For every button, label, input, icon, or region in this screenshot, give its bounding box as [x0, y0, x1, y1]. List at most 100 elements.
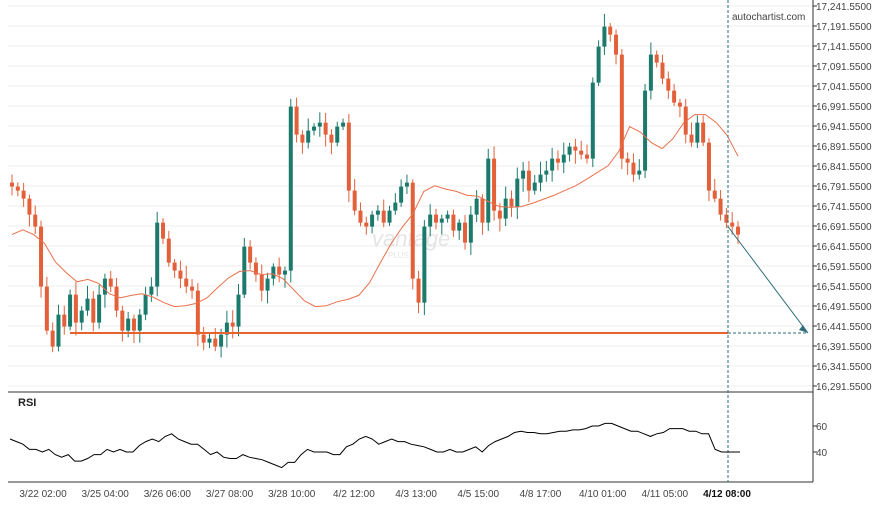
- candle-body: [288, 106, 293, 271]
- candle-body: [695, 122, 700, 143]
- price-tick-label: 17,241.5500: [816, 2, 872, 13]
- time-tick-label: 3/25 04:00: [82, 489, 130, 500]
- candle-body: [660, 62, 665, 79]
- candle-body: [85, 298, 90, 311]
- price-tick-label: 16,441.5500: [816, 322, 872, 333]
- forecast-arrow-head: [799, 325, 808, 334]
- candle-body: [114, 286, 119, 311]
- candle-body: [172, 262, 177, 271]
- candle-body: [428, 214, 433, 227]
- candle-body: [323, 122, 328, 135]
- candle-body: [619, 54, 624, 159]
- candle-body: [416, 278, 421, 303]
- candle-body: [27, 198, 32, 215]
- candle-body: [329, 134, 334, 143]
- price-tick-label: 16,941.5500: [816, 122, 872, 133]
- candle-body: [277, 266, 282, 275]
- candle-body: [10, 182, 14, 187]
- candle-body: [120, 310, 125, 331]
- candle-body: [625, 158, 630, 163]
- candle-body: [248, 246, 253, 263]
- candle-body: [590, 82, 595, 159]
- time-tick-label: 3/27 08:00: [206, 489, 254, 500]
- price-tick-label: 16,591.5500: [816, 262, 872, 273]
- price-tick-label: 16,791.5500: [816, 182, 872, 193]
- candle-body: [503, 198, 508, 219]
- candle-body: [538, 174, 543, 183]
- candle-body: [497, 210, 502, 219]
- price-tick-label: 16,641.5500: [816, 242, 872, 253]
- candle-body: [15, 186, 20, 191]
- candle-body: [236, 294, 241, 327]
- logo-subtext: PLUS: [388, 251, 409, 260]
- candle-body: [178, 270, 183, 279]
- candle-body: [393, 202, 398, 211]
- price-tick-label: 16,341.5500: [816, 362, 872, 373]
- candle-body: [259, 274, 264, 291]
- candle-body: [201, 334, 206, 343]
- price-tick-label: 16,841.5500: [816, 162, 872, 173]
- candle-body: [62, 314, 67, 327]
- forecast-arrow-line: [727, 226, 809, 334]
- time-tick-label: 3/28 10:00: [268, 489, 316, 500]
- candle-body: [573, 146, 578, 151]
- grid-lines: [8, 5, 813, 387]
- candle-body: [335, 126, 340, 143]
- price-tick-label: 16,391.5500: [816, 342, 872, 353]
- candle-body: [387, 210, 392, 223]
- candle-body: [480, 198, 485, 223]
- candle-body: [265, 278, 270, 291]
- candle-body: [492, 158, 497, 211]
- candle-body: [544, 170, 549, 175]
- candle-body: [102, 278, 107, 295]
- candle-body: [666, 78, 671, 91]
- candle-body: [68, 294, 73, 327]
- price-tick-label: 16,541.5500: [816, 282, 872, 293]
- candle-body: [439, 218, 444, 223]
- candle-body: [532, 182, 537, 191]
- time-tick-label: 3/22 02:00: [19, 489, 67, 500]
- rsi-title: RSI: [18, 397, 36, 409]
- candle-body: [155, 222, 160, 287]
- price-tick-label: 17,041.5500: [816, 82, 872, 93]
- candles: [10, 13, 740, 358]
- candle-body: [21, 190, 26, 199]
- candle-body: [108, 278, 113, 287]
- candle-body: [282, 270, 287, 275]
- time-tick-label: 4/3 13:00: [395, 489, 437, 500]
- candle-body: [39, 226, 44, 287]
- candle-body: [608, 26, 613, 35]
- candle-body: [410, 182, 415, 279]
- candle-body: [515, 178, 520, 207]
- candle-body: [654, 54, 659, 63]
- candle-body: [701, 122, 706, 143]
- candle-body: [381, 210, 386, 223]
- candle-body: [346, 122, 351, 191]
- candle-body: [300, 134, 305, 143]
- rsi-line: [9, 422, 728, 469]
- candle-body: [474, 198, 479, 215]
- autochartist-label: autochartist.com: [732, 12, 805, 23]
- candle-body: [445, 214, 450, 219]
- time-tick-label: 4/10 01:00: [579, 489, 627, 500]
- candle-body: [131, 318, 136, 331]
- candle-body: [97, 294, 102, 323]
- candle-body: [404, 182, 409, 187]
- price-tick-label: 16,491.5500: [816, 302, 872, 313]
- price-tick-label: 16,741.5500: [816, 202, 872, 213]
- candle-body: [312, 126, 317, 131]
- candle-body: [561, 154, 566, 163]
- candle-body: [213, 338, 218, 347]
- price-tick-label: 16,891.5500: [816, 142, 872, 153]
- candle-body: [364, 222, 369, 227]
- candle-body: [370, 214, 375, 227]
- candle-body: [184, 278, 189, 287]
- time-tick-label: 4/5 15:00: [457, 489, 499, 500]
- candle-body: [584, 154, 589, 159]
- candle-body: [486, 158, 491, 223]
- candle-body: [422, 226, 427, 303]
- candle-body: [468, 214, 473, 243]
- candle-body: [294, 106, 299, 135]
